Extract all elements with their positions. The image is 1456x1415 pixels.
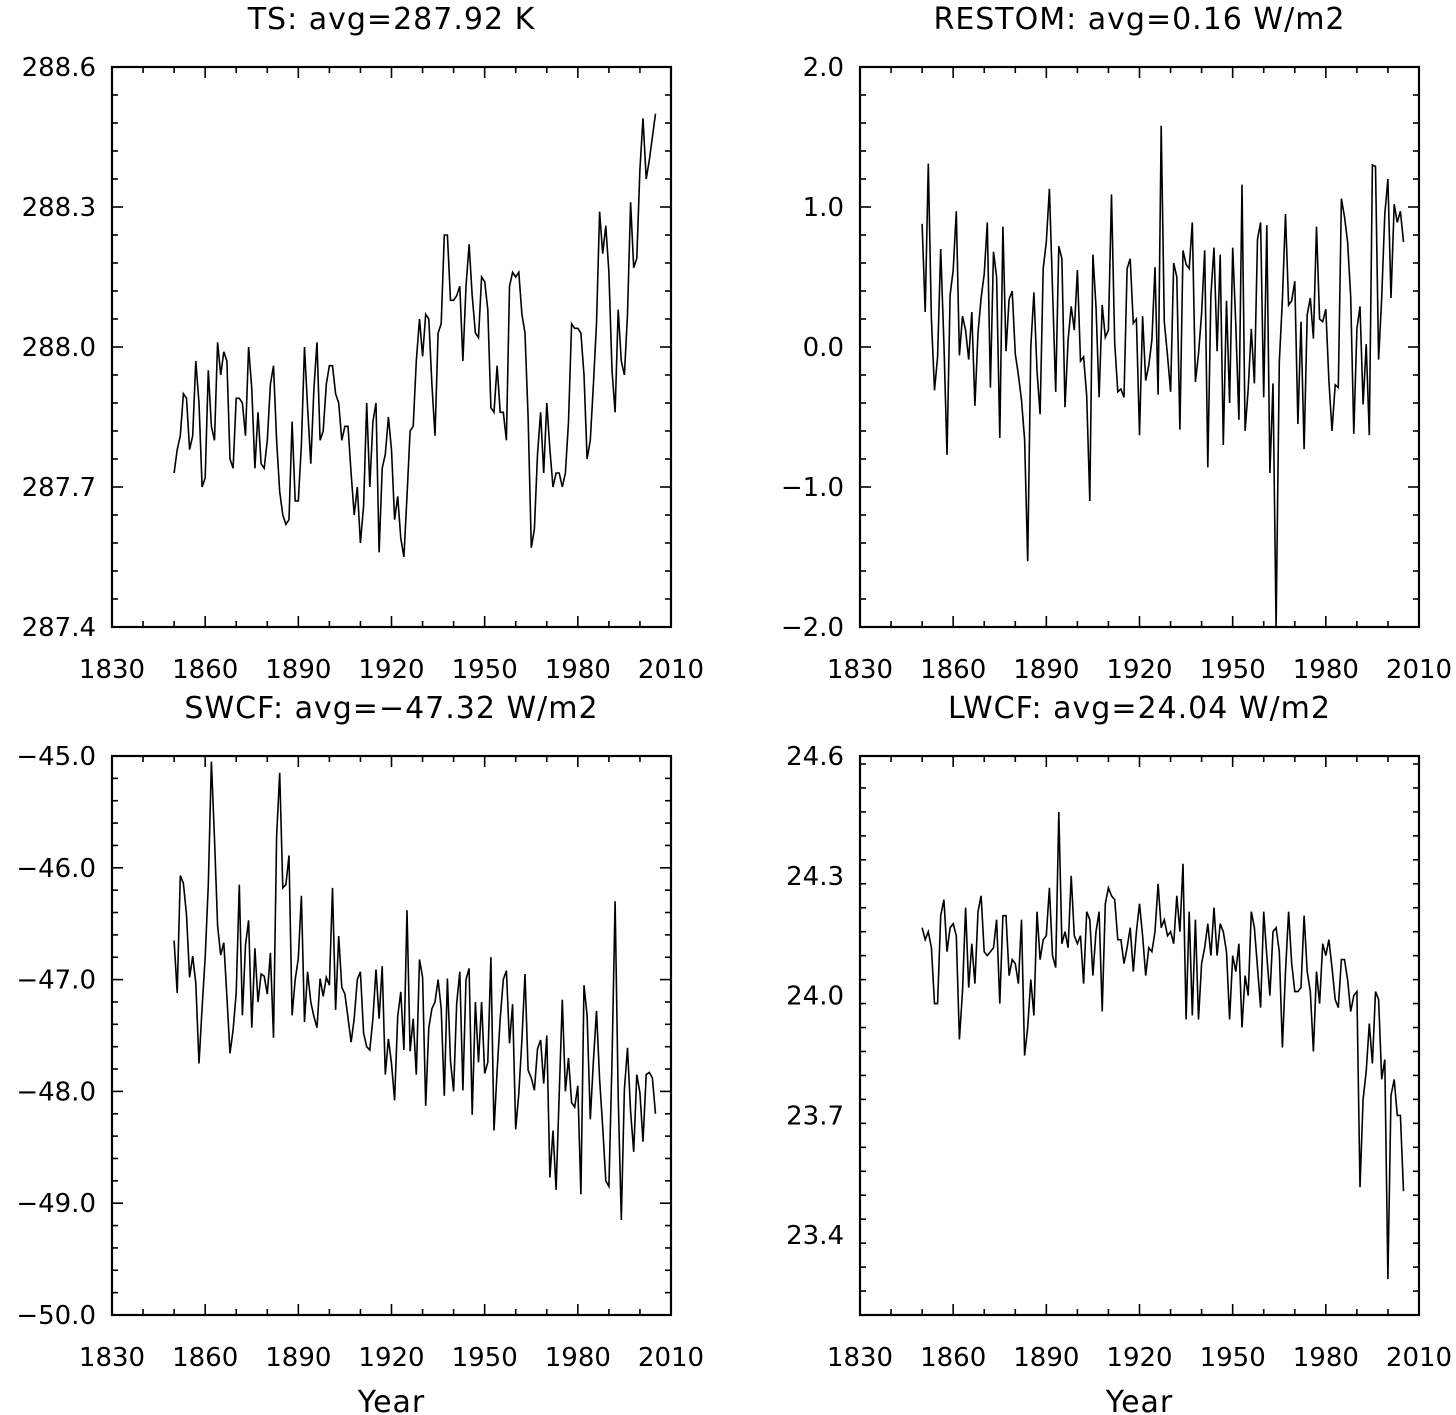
y-tick-label: 24.3: [786, 862, 844, 892]
series-line: [921, 811, 1405, 1280]
x-tick-label: 1830: [827, 655, 893, 685]
plot-frame: [858, 754, 1421, 1317]
x-tick-label: 1920: [1106, 1343, 1172, 1373]
y-tick-label: 287.4: [22, 613, 96, 643]
x-tick-label: 1890: [265, 655, 331, 685]
y-tick-label: 24.0: [786, 982, 844, 1012]
x-axis-title: Year: [1105, 1385, 1174, 1415]
y-tick-label: 23.7: [786, 1101, 844, 1131]
y-tick-label: 1.0: [803, 193, 844, 223]
y-tick-label: 23.4: [786, 1221, 844, 1251]
y-tick-label: 2.0: [803, 53, 844, 83]
y-tick-label: −45.0: [16, 742, 96, 772]
x-tick-label: 1890: [1013, 655, 1079, 685]
x-axis-title: Year: [357, 1385, 426, 1415]
y-tick-label: 287.7: [22, 473, 96, 503]
x-tick-label: 1950: [452, 655, 518, 685]
x-tick-label: 1950: [1200, 1343, 1266, 1373]
x-tick-label: 1920: [358, 1343, 424, 1373]
panel-4: LWCF: avg=24.04 W/m2 1830 1860 1890 1920 1950…: [786, 691, 1452, 1415]
y-tick-label: 288.0: [22, 333, 96, 363]
y-tick-label: 24.6: [786, 742, 844, 772]
x-tick-label: 2010: [1386, 655, 1452, 685]
x-tick-label: 1860: [920, 655, 986, 685]
y-tick-label: −50.0: [16, 1301, 96, 1331]
y-tick-label: −1.0: [781, 473, 844, 503]
x-tick-label: 1860: [172, 1343, 238, 1373]
y-tick-label: −46.0: [16, 854, 96, 884]
x-tick-label: 2010: [1386, 1343, 1452, 1373]
x-tick-label: 1980: [545, 655, 611, 685]
panel-2: RESTOM: avg=0.16 W/m2 1830 1860 1890 1920 195…: [781, 2, 1452, 685]
y-tick-label: 288.3: [22, 193, 96, 223]
panel-title: LWCF: avg=24.04 W/m2: [948, 691, 1331, 726]
panel-title: SWCF: avg=−47.32 W/m2: [184, 691, 598, 726]
x-tick-label: 1980: [545, 1343, 611, 1373]
x-tick-label: 1830: [79, 655, 145, 685]
y-tick-label: 0.0: [803, 333, 844, 363]
panel-title: TS: avg=287.92 K: [247, 2, 536, 37]
plot-frame: [110, 65, 673, 629]
panel-1: TS: avg=287.92 K 1830 1860 1890 1920 1950 1980…: [22, 2, 705, 685]
x-tick-label: 1890: [265, 1343, 331, 1373]
x-tick-label: 1920: [358, 655, 424, 685]
y-tick-label: −49.0: [16, 1189, 96, 1219]
x-tick-label: 1950: [452, 1343, 518, 1373]
x-tick-label: 1980: [1293, 655, 1359, 685]
x-tick-label: 2010: [638, 1343, 704, 1373]
x-tick-label: 1860: [920, 1343, 986, 1373]
panel-3: SWCF: avg=−47.32 W/m2 1830 1860 1890 1920 195…: [16, 691, 704, 1415]
x-tick-label: 2010: [638, 655, 704, 685]
x-tick-label: 1830: [79, 1343, 145, 1373]
y-tick-label: 288.6: [22, 53, 96, 83]
x-tick-label: 1920: [1106, 655, 1172, 685]
x-tick-label: 1830: [827, 1343, 893, 1373]
x-tick-label: 1860: [172, 655, 238, 685]
series-line: [173, 761, 657, 1221]
x-tick-label: 1950: [1200, 655, 1266, 685]
series-line: [173, 113, 657, 558]
y-tick-label: −47.0: [16, 966, 96, 996]
x-tick-label: 1980: [1293, 1343, 1359, 1373]
panel-title: RESTOM: avg=0.16 W/m2: [933, 2, 1345, 37]
x-tick-label: 1890: [1013, 1343, 1079, 1373]
y-tick-label: −2.0: [781, 613, 844, 643]
series-line: [921, 125, 1405, 628]
y-tick-label: −48.0: [16, 1077, 96, 1107]
